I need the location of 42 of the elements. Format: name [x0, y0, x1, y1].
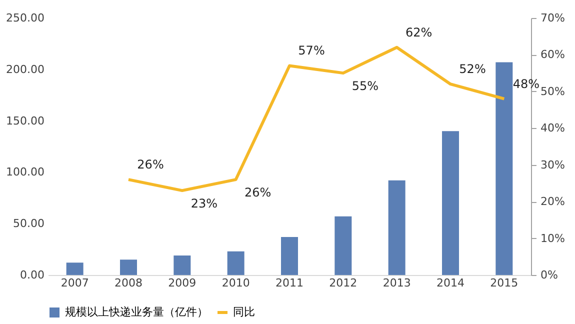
- x-tick-label: 2010: [222, 276, 250, 290]
- y2-tick-label: 40%: [540, 122, 565, 135]
- bar: [442, 131, 459, 275]
- bar: [120, 260, 137, 275]
- x-tick-label: 2012: [329, 276, 358, 290]
- y-tick-label: 0.00: [20, 268, 44, 282]
- y-tick-label: 200.00: [6, 62, 44, 76]
- bar: [496, 62, 513, 275]
- data-label: 23%: [190, 196, 218, 211]
- y2-tick-label: 50%: [540, 84, 565, 98]
- bar: [174, 255, 191, 275]
- y2-tick-label: 10%: [540, 232, 565, 245]
- x-tick-label: 2014: [436, 276, 464, 290]
- data-label: 57%: [298, 44, 325, 58]
- x-tick-label: 2008: [114, 276, 142, 290]
- bar: [388, 180, 406, 275]
- y2-tick-label: 70%: [540, 12, 565, 24]
- data-label: 62%: [405, 25, 432, 40]
- bar: [334, 216, 352, 275]
- x-tick-label: 2011: [276, 276, 304, 290]
- data-label: 26%: [244, 186, 272, 200]
- x-tick-label: 2007: [60, 276, 89, 290]
- x-tick-label: 2015: [490, 276, 518, 290]
- bar: [281, 236, 298, 275]
- y2-tick-label: 30%: [540, 158, 565, 172]
- data-label: 26%: [137, 158, 164, 172]
- y2-tick-label: 60%: [540, 48, 565, 62]
- bar: [227, 251, 244, 275]
- data-label: 52%: [459, 62, 486, 76]
- x-tick-label: 2013: [382, 276, 411, 290]
- bar: [66, 262, 84, 275]
- data-label: 55%: [352, 79, 379, 94]
- legend-label: 规模以上快递业务量（亿件）: [65, 306, 208, 318]
- y2-tick-label: 20%: [540, 195, 565, 208]
- y-tick-label: 250.00: [6, 12, 44, 24]
- legend-label: 同比: [233, 306, 255, 318]
- x-tick-label: 2009: [168, 276, 196, 290]
- y-tick-label: 50.00: [13, 217, 44, 230]
- data-label: 48%: [512, 76, 540, 91]
- y-tick-label: 100.00: [6, 166, 44, 179]
- y-tick-label: 150.00: [6, 114, 44, 128]
- y2-tick-label: 0%: [540, 268, 558, 282]
